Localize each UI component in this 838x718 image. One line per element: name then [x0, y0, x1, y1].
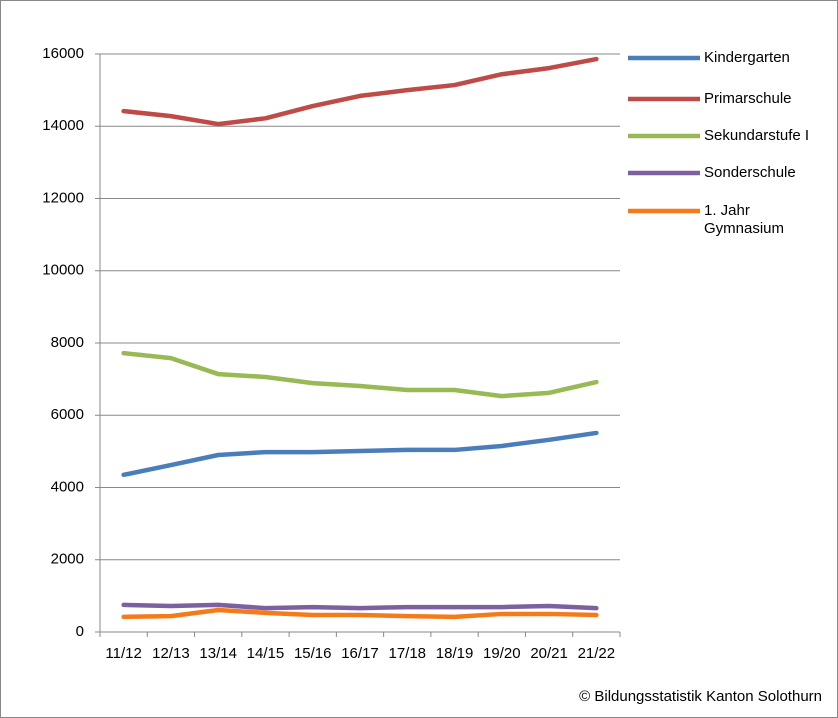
- series-line: [121, 602, 599, 611]
- y-tick-label: 2000: [51, 551, 84, 568]
- source-note: © Bildungsstatistik Kanton Solothurn: [579, 688, 822, 705]
- x-tick-label: 12/13: [152, 645, 190, 662]
- series-line: [121, 607, 599, 620]
- x-tick-label: 21/22: [578, 645, 616, 662]
- series-line: [121, 430, 599, 478]
- x-tick-label: 16/17: [341, 645, 379, 662]
- x-tick-label: 13/14: [199, 645, 237, 662]
- legend-label: Sekundarstufe I: [704, 127, 810, 144]
- x-tick-label: 15/16: [294, 645, 332, 662]
- x-tick-label: 18/19: [436, 645, 474, 662]
- y-tick-label: 4000: [51, 478, 84, 495]
- series-line: [121, 350, 599, 399]
- legend-label: 1. Jahr Gymnasium: [704, 202, 785, 237]
- y-tick-label: 0: [76, 623, 84, 640]
- x-tick-label: 14/15: [247, 645, 285, 662]
- series-line: [121, 56, 599, 127]
- y-tick-label: 16000: [42, 45, 84, 62]
- x-tick-label: 11/12: [105, 645, 141, 662]
- y-tick-label: 8000: [51, 334, 84, 351]
- y-tick-label: 12000: [42, 189, 84, 206]
- x-tick-label: 19/20: [483, 645, 521, 662]
- x-tick-label: 17/18: [388, 645, 426, 662]
- legend-label: Primarschule: [704, 90, 792, 107]
- y-tick-label: 6000: [51, 406, 84, 423]
- y-tick-label: 10000: [42, 262, 84, 279]
- x-tick-label: 20/21: [530, 645, 568, 662]
- y-tick-label: 14000: [42, 117, 84, 134]
- legend-label: Kindergarten: [704, 49, 790, 66]
- legend-label: Sonderschule: [704, 164, 796, 181]
